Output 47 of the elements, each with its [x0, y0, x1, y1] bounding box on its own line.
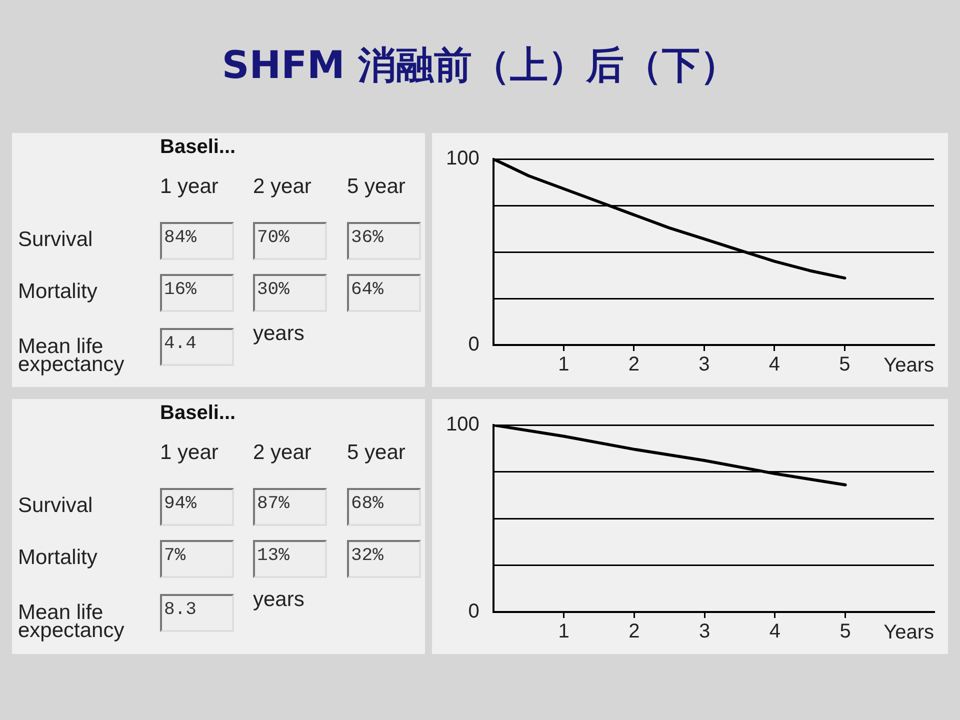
category-label: Mean life expectancy — [18, 335, 124, 376]
category-label: 2 year — [253, 175, 312, 199]
y-tick-label: 0 — [468, 334, 480, 356]
text: years — [253, 588, 304, 612]
x-tick-label: 5 — [840, 620, 851, 643]
text: 68% — [351, 494, 384, 514]
text: Baseli... — [160, 136, 236, 159]
y-tick-label: 100 — [446, 414, 480, 436]
text: SHFM 消融前（上）后（下） — [220, 42, 740, 89]
x-axis-title: Years — [884, 354, 934, 377]
text: 7% — [164, 546, 186, 566]
category-label: 5 year — [347, 441, 406, 465]
x-tick-label: 3 — [698, 620, 710, 643]
text: 70% — [257, 228, 290, 248]
text: 8.3 — [164, 600, 196, 620]
text: 16% — [164, 280, 196, 300]
category-label: 2 year — [253, 441, 312, 465]
category-label: Survival — [18, 494, 93, 517]
text: Baseli... — [160, 402, 236, 425]
text: 4.4 — [164, 334, 196, 354]
text: 64% — [351, 280, 384, 300]
x-tick-label: 4 — [769, 620, 780, 643]
category-label: 1 year — [160, 175, 218, 199]
x-tick-label: 3 — [698, 354, 710, 376]
text: 30% — [257, 280, 290, 300]
category-label: Mortality — [18, 546, 98, 569]
category-label: Survival — [18, 228, 93, 251]
x-tick-label: 4 — [768, 354, 780, 376]
text: 13% — [257, 546, 290, 566]
text: 32% — [351, 546, 384, 566]
y-tick-label: 100 — [446, 148, 480, 170]
x-tick-label: 1 — [558, 620, 570, 643]
x-axis-title: Years — [884, 622, 934, 644]
text: 94% — [164, 494, 196, 514]
x-tick-label: 2 — [628, 620, 640, 643]
category-label: Mortality — [18, 280, 98, 303]
y-tick-label: 0 — [468, 600, 480, 623]
text: 36% — [351, 228, 384, 248]
text: 84% — [164, 228, 196, 248]
x-tick-label: 1 — [558, 354, 570, 376]
category-label: 5 year — [347, 175, 406, 199]
category-label: Mean life expectancy — [18, 601, 124, 642]
x-tick-label: 5 — [839, 354, 850, 376]
category-label: 1 year — [160, 441, 218, 465]
x-tick-label: 2 — [628, 354, 640, 376]
text: years — [253, 322, 304, 346]
text: 87% — [257, 494, 290, 514]
